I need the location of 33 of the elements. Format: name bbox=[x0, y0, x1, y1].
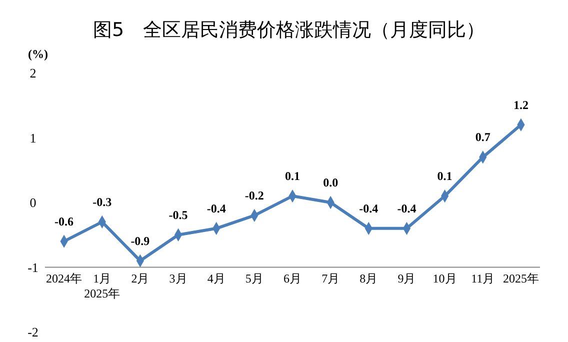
x-tick-label: 2024年 bbox=[46, 271, 82, 286]
text: -0.2 bbox=[244, 188, 264, 202]
text: -0.5 bbox=[168, 208, 188, 222]
text: -0.6 bbox=[54, 214, 74, 228]
x-tick-label: 4月 bbox=[207, 271, 226, 286]
x-tick-label: 2025年 bbox=[502, 271, 539, 286]
text: 0.7 bbox=[475, 130, 490, 144]
x-tick-label: 3月 bbox=[169, 271, 188, 286]
y-tick-label: -2 bbox=[28, 324, 38, 340]
x-tick-label: 10月 bbox=[432, 271, 457, 286]
x-tick-label: 2月 bbox=[131, 271, 150, 286]
text: -0.4 bbox=[359, 201, 378, 216]
x-tick-label: 1月 2025年 bbox=[84, 271, 120, 300]
chart-title: 图5 全区居民消费价格涨跌情况（月度同比） bbox=[92, 19, 486, 41]
text: 0.1 bbox=[437, 169, 452, 184]
text: 1.2 bbox=[513, 98, 528, 112]
text: -0.9 bbox=[130, 234, 150, 248]
y-tick-label: 1 bbox=[30, 130, 36, 146]
text: 0.0 bbox=[323, 176, 338, 190]
x-tick-label: 8月 bbox=[360, 271, 378, 286]
text: -0.4 bbox=[206, 201, 226, 216]
x-tick-label: 6月 bbox=[284, 271, 302, 286]
x-tick-label: 9月 bbox=[398, 271, 416, 286]
x-tick-label: 5月 bbox=[245, 271, 264, 286]
x-tick-label: 7月 bbox=[322, 271, 340, 286]
y-axis-title: (%) bbox=[28, 47, 48, 61]
y-tick-label: -1 bbox=[28, 260, 38, 275]
x-tick-label: 11月 bbox=[471, 271, 495, 286]
text: 0.1 bbox=[285, 169, 300, 184]
text: -0.4 bbox=[397, 201, 416, 216]
y-tick-label: 0 bbox=[30, 195, 36, 210]
y-tick-label: 2 bbox=[30, 66, 36, 81]
text: -0.3 bbox=[92, 194, 112, 209]
